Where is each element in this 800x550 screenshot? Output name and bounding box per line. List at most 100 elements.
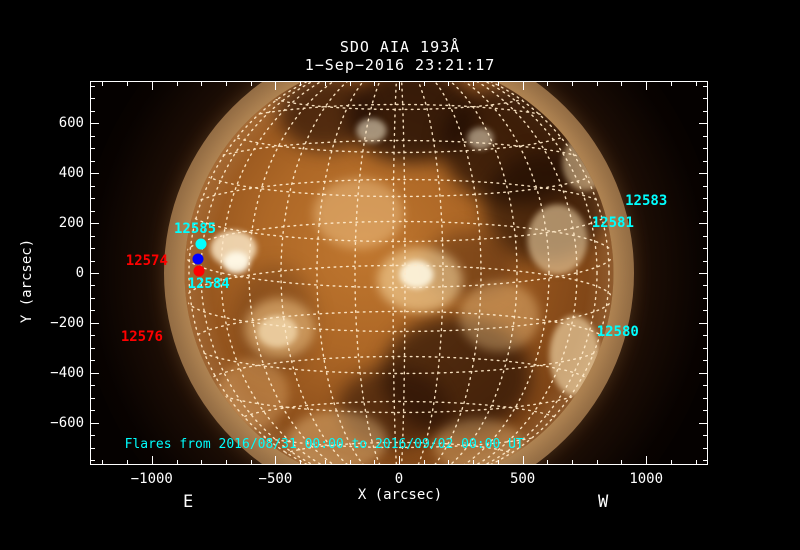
y-tick-minor [90,397,95,399]
x-tick-minor [374,460,376,465]
y-tick-minor [90,148,95,150]
y-tick-major [90,322,99,324]
y-tick-minor [90,235,95,237]
y-tick-minor-right [703,397,708,399]
x-tick-minor-top [102,81,104,86]
x-tick-minor-top [127,81,129,86]
solar-disk [184,82,614,464]
x-tick-minor [201,460,203,465]
y-tick-minor [90,335,95,337]
y-tick-minor [90,85,95,87]
flare-time-range-caption: Flares from 2016/08/31 00:00 to 2016/09/… [124,436,524,452]
x-tick-major-top [151,81,153,90]
y-tick-major-right [699,273,708,274]
y-tick-minor-right [703,135,708,137]
flare-marker [192,253,204,265]
x-tick-minor-top [572,81,574,86]
x-tick-minor-top [497,81,499,86]
active-region-label: 12581 [591,215,634,232]
x-axis-title: X (arcsec) [357,487,443,503]
y-tick-minor-right [703,285,708,287]
y-tick-minor-right [703,160,708,162]
y-tick-major-right [699,223,708,225]
y-tick-minor [90,435,95,437]
x-tick-minor [670,460,672,465]
y-tick-major [90,372,99,374]
y-tick-label: 600 [58,115,84,132]
x-tick-label: −1000 [130,471,173,487]
y-tick-minor [90,347,95,349]
y-tick-minor [90,297,95,299]
x-tick-minor [497,460,499,465]
aia-image [91,82,707,464]
y-tick-minor [90,447,95,449]
x-tick-minor [547,460,549,465]
x-tick-minor [349,460,351,465]
x-tick-major-top [646,81,648,90]
x-tick-major [646,456,648,465]
x-tick-minor [448,460,450,465]
x-tick-major [275,456,277,465]
y-axis-title: Y (arcsec) [19,238,35,324]
y-tick-minor [90,285,95,287]
x-tick-minor-top [374,81,376,86]
x-tick-minor [572,460,574,465]
y-tick-minor [90,98,95,100]
y-tick-minor [90,135,95,137]
x-tick-minor [225,460,227,465]
y-tick-minor [90,385,95,387]
active-region-label: 12574 [125,253,168,270]
y-tick-label: 200 [58,215,84,232]
y-tick-minor [90,260,95,262]
y-tick-label: −400 [50,364,84,381]
x-tick-minor-top [473,81,475,86]
y-tick-minor-right [703,347,708,349]
x-tick-minor-top [176,81,178,86]
y-tick-minor-right [703,460,708,461]
active-region-label: 12584 [187,276,230,293]
active-region-label: 12576 [120,328,163,345]
y-tick-major-right [699,422,708,424]
plot-area [90,81,708,465]
y-tick-minor [90,248,95,250]
y-tick-minor-right [703,248,708,250]
x-tick-minor [102,460,104,465]
y-tick-minor-right [703,335,708,337]
x-tick-minor-top [547,81,549,86]
y-tick-label: −600 [50,414,84,431]
y-tick-minor-right [703,385,708,387]
y-tick-major [90,273,99,274]
y-tick-minor [90,185,95,187]
figure-title-timestamp: 1−Sep−2016 23:21:17 [304,56,496,74]
x-tick-minor [473,460,475,465]
active-region-label: 12583 [625,192,668,209]
x-tick-minor [324,460,326,465]
x-tick-label: 0 [394,471,404,487]
x-tick-minor [423,460,425,465]
x-tick-major-top [399,81,400,90]
x-tick-minor-top [349,81,351,86]
figure-title-instrument: SDO AIA 193Å [339,38,461,56]
y-tick-minor [90,310,95,312]
y-tick-minor [90,460,95,461]
y-tick-major-right [699,123,708,125]
y-tick-major [90,223,99,225]
x-tick-minor [596,460,598,465]
y-tick-minor-right [703,310,708,312]
y-tick-minor [90,360,95,362]
y-tick-minor-right [703,198,708,200]
y-tick-label: 400 [58,165,84,182]
y-tick-minor-right [703,185,708,187]
y-tick-minor-right [703,110,708,112]
x-tick-minor [127,460,129,465]
y-tick-minor [90,160,95,162]
y-tick-minor-right [703,235,708,237]
y-tick-minor [90,210,95,212]
x-tick-minor-top [596,81,598,86]
x-tick-major [399,456,400,465]
y-tick-minor-right [703,447,708,449]
x-tick-minor-top [300,81,302,86]
x-tick-minor-top [448,81,450,86]
y-tick-major [90,422,99,424]
x-tick-label: 1000 [629,471,664,487]
